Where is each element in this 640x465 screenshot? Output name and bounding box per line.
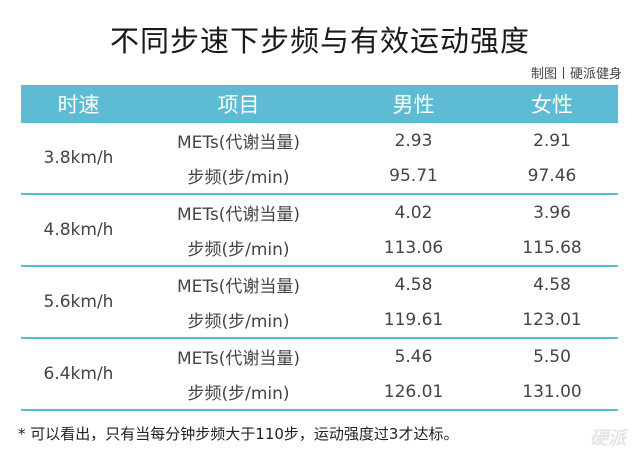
table-group: 3.8km/h METs(代谢当量) 2.93 2.91 步频(步/min) 9… bbox=[21, 123, 618, 195]
speed-cell: 6.4km/h bbox=[43, 364, 114, 384]
item-cell: 步频(步/min) bbox=[187, 240, 290, 260]
watermark-logo: 硬派 bbox=[590, 428, 626, 449]
female-cell: 97.46 bbox=[527, 165, 577, 186]
table-group: 4.8km/h METs(代谢当量) 4.02 3.96 步频(步/min) 1… bbox=[21, 195, 618, 267]
male-cell: 4.58 bbox=[394, 274, 433, 295]
table-row: METs(代谢当量) 4.58 4.58 bbox=[136, 267, 618, 302]
item-cell: METs(代谢当量) bbox=[176, 349, 301, 369]
male-cell: 4.02 bbox=[394, 202, 433, 223]
item-cell: 步频(步/min) bbox=[187, 312, 290, 332]
table-group: 5.6km/h METs(代谢当量) 4.58 4.58 步频(步/min) 1… bbox=[21, 267, 618, 339]
female-cell: 131.00 bbox=[522, 381, 582, 402]
male-cell: 5.46 bbox=[394, 346, 433, 367]
table-row: 步频(步/min) 113.06 115.68 bbox=[136, 230, 618, 265]
item-cell: METs(代谢当量) bbox=[176, 205, 301, 225]
table-row: 步频(步/min) 119.61 123.01 bbox=[136, 302, 618, 337]
item-cell: METs(代谢当量) bbox=[176, 277, 301, 297]
speed-cell: 5.6km/h bbox=[43, 292, 114, 312]
male-cell: 126.01 bbox=[383, 381, 444, 402]
female-cell: 4.58 bbox=[533, 274, 571, 295]
item-cell: 步频(步/min) bbox=[187, 168, 290, 188]
female-cell: 2.91 bbox=[533, 130, 571, 151]
data-table: 时速 项目 男性 女性 3.8km/h METs(代谢当量) 2.93 2.91… bbox=[21, 85, 618, 411]
item-cell: 步频(步/min) bbox=[187, 384, 290, 404]
female-cell: 115.68 bbox=[522, 237, 582, 258]
male-cell: 95.71 bbox=[389, 165, 438, 186]
table-group: 6.4km/h METs(代谢当量) 5.46 5.50 步频(步/min) 1… bbox=[21, 339, 618, 411]
male-cell: 119.61 bbox=[383, 309, 444, 330]
table-row: 步频(步/min) 126.01 131.00 bbox=[136, 374, 618, 409]
header-speed: 时速 bbox=[57, 93, 100, 117]
male-cell: 113.06 bbox=[383, 237, 444, 258]
male-cell: 2.93 bbox=[394, 130, 433, 151]
item-cell: METs(代谢当量) bbox=[176, 133, 301, 153]
page-title: 不同步速下步频与有效运动强度 bbox=[109, 24, 530, 58]
speed-cell: 4.8km/h bbox=[43, 220, 114, 240]
header-item: 项目 bbox=[217, 93, 260, 117]
female-cell: 3.96 bbox=[533, 202, 571, 223]
credit-label: 制图丨硬派健身 bbox=[530, 67, 622, 82]
table-header: 时速 项目 男性 女性 bbox=[21, 85, 618, 123]
table-row: METs(代谢当量) 4.02 3.96 bbox=[136, 195, 618, 230]
female-cell: 5.50 bbox=[533, 346, 571, 367]
female-cell: 123.01 bbox=[522, 309, 582, 330]
header-male: 男性 bbox=[392, 93, 435, 117]
table-row: METs(代谢当量) 2.93 2.91 bbox=[136, 123, 618, 158]
table-row: 步频(步/min) 95.71 97.46 bbox=[136, 158, 618, 193]
header-female: 女性 bbox=[531, 93, 573, 117]
footnote: * 可以看出，只有当每分钟步频大于110步，运动强度过3才达标。 bbox=[18, 425, 459, 443]
table-row: METs(代谢当量) 5.46 5.50 bbox=[136, 339, 618, 374]
speed-cell: 3.8km/h bbox=[43, 148, 114, 168]
